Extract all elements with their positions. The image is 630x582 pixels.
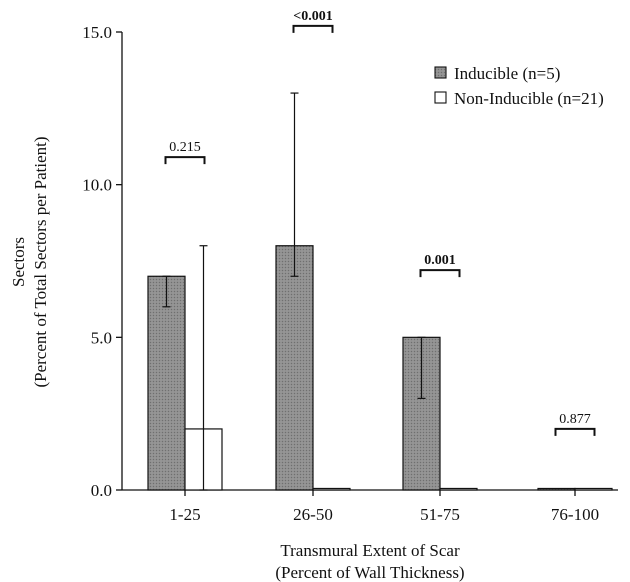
p-value-label: 0.001 bbox=[424, 253, 456, 268]
x-tick-label: 26-50 bbox=[293, 505, 333, 524]
legend-label: Inducible (n=5) bbox=[454, 64, 560, 83]
legend-swatch-inducible bbox=[434, 66, 447, 79]
x-axis-subtitle: (Percent of Wall Thickness) bbox=[275, 563, 464, 582]
x-tick-label: 1-25 bbox=[169, 505, 200, 524]
x-tick-label: 51-75 bbox=[420, 505, 460, 524]
y-tick-label: 10.0 bbox=[82, 176, 112, 195]
bar-non-inducible bbox=[312, 487, 351, 491]
y-tick-label: 15.0 bbox=[82, 23, 112, 42]
p-value-label: 0.215 bbox=[169, 140, 201, 155]
y-axis-subtitle: (Percent of Total Sectors per Patient) bbox=[31, 136, 50, 387]
significance-bracket bbox=[164, 156, 206, 165]
bar-inducible bbox=[537, 487, 576, 491]
bar-non-inducible bbox=[439, 487, 478, 491]
significance-bracket bbox=[292, 24, 334, 33]
bar-inducible bbox=[402, 336, 441, 491]
significance-bracket bbox=[554, 427, 596, 436]
bar-inducible bbox=[275, 245, 314, 491]
significance-bracket bbox=[419, 269, 461, 278]
p-value-label: <0.001 bbox=[293, 9, 332, 24]
p-value-label: 0.877 bbox=[559, 412, 591, 427]
bar-inducible bbox=[147, 275, 186, 491]
y-tick-label: 5.0 bbox=[91, 328, 112, 347]
y-axis-title: Sectors bbox=[9, 237, 28, 287]
x-axis-title: Transmural Extent of Scar bbox=[280, 541, 460, 560]
y-tick-label: 0.0 bbox=[91, 481, 112, 500]
x-tick-label: 76-100 bbox=[551, 505, 599, 524]
bar-non-inducible bbox=[574, 487, 613, 491]
legend-label: Non-Inducible (n=21) bbox=[454, 89, 604, 108]
legend-swatch-non-inducible bbox=[434, 91, 447, 104]
